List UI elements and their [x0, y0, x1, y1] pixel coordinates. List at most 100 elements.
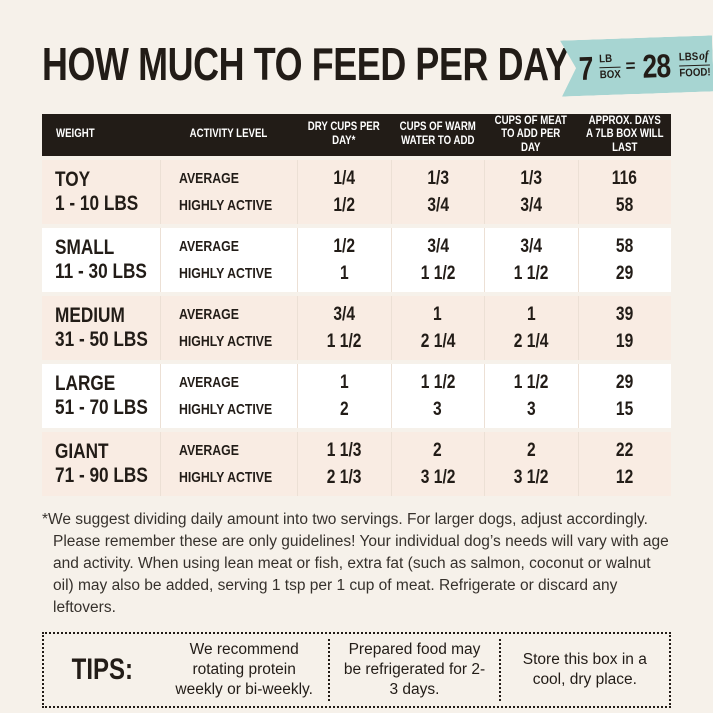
weight-size-label: GIANT [55, 440, 109, 463]
header-dry-cups: DRY CUPS PER DAY* [307, 121, 380, 147]
warm-water-average: 3/4 [426, 235, 449, 257]
dry-cups-average: 1/4 [333, 167, 356, 189]
meat-average: 2 [526, 439, 536, 461]
meat-average: 1/3 [520, 167, 543, 189]
badge-equals-sign: = [625, 56, 636, 76]
badge-amount-1: 7 [578, 49, 594, 87]
meat-cell: 1 2 1/4 [484, 296, 578, 360]
meat-average: 3/4 [520, 235, 543, 257]
header-warm-water: CUPS OF WARM WATER TO ADD [399, 121, 476, 147]
dry-cups-average: 1 1/3 [326, 439, 362, 461]
activity-average-label: AVERAGE [179, 169, 239, 187]
warm-water-average: 1/3 [426, 167, 449, 189]
days-average: 29 [616, 371, 634, 393]
tips-label: TIPS: [71, 653, 133, 686]
weight-range-label: 51 - 70 LBS [55, 396, 148, 419]
activity-cell: AVERAGE HIGHLY ACTIVE [160, 432, 297, 496]
activity-average-label: AVERAGE [179, 373, 239, 391]
activity-highly-active-label: HIGHLY ACTIVE [179, 468, 273, 486]
dry-cups-highly-active: 2 1/3 [326, 466, 362, 488]
footnote-text: *We suggest dividing daily amount into t… [42, 511, 669, 616]
dry-cups-cell: 1 2 [297, 364, 391, 428]
badge-unit-2: LBS of FOOD! [679, 49, 711, 79]
meat-average: 1 [526, 303, 536, 325]
meat-cell: 1 1/2 3 [484, 364, 578, 428]
dry-cups-average: 1/2 [333, 235, 356, 257]
meat-highly-active: 3 1/2 [513, 466, 549, 488]
warm-water-cell: 1/3 3/4 [390, 160, 485, 224]
weight-range-label: 71 - 90 LBS [55, 464, 148, 487]
days-average: 116 [612, 167, 638, 189]
weight-size-label: MEDIUM [55, 304, 125, 327]
meat-cell: 2 3 1/2 [484, 432, 578, 496]
weight-range-label: 1 - 10 LBS [55, 192, 139, 215]
table-row-medium: MEDIUM 31 - 50 LBS AVERAGE HIGHLY ACTIVE… [42, 296, 671, 360]
activity-average-label: AVERAGE [179, 237, 239, 255]
days-cell: 29 15 [577, 364, 672, 428]
warm-water-cell: 3/4 1 1/2 [390, 228, 485, 292]
weight-cell: TOY 1 - 10 LBS [42, 160, 160, 224]
days-cell: 58 29 [577, 228, 672, 292]
page-title: HOW MUCH TO FEED PER DAY [42, 28, 671, 100]
warm-water-highly-active: 3/4 [426, 194, 449, 216]
page-header: HOW MUCH TO FEED PER DAY 7 LB BOX = 28 L… [42, 28, 671, 100]
tip-storage: Store this box in a cool, dry place. [522, 650, 647, 688]
warm-water-highly-active: 1 1/2 [420, 262, 456, 284]
days-highly-active: 15 [616, 398, 634, 420]
warm-water-cell: 2 3 1/2 [390, 432, 485, 496]
box-equals-food-badge: 7 LB BOX = 28 LBS of FOOD! [560, 35, 713, 96]
activity-highly-active-label: HIGHLY ACTIVE [179, 196, 273, 214]
warm-water-average: 1 1/2 [420, 371, 456, 393]
dry-cups-cell: 1/4 1/2 [297, 160, 391, 224]
weight-cell: SMALL 11 - 30 LBS [42, 228, 160, 292]
weight-range-label: 31 - 50 LBS [55, 328, 148, 351]
page-title-text: HOW MUCH TO FEED PER DAY [42, 38, 569, 90]
weight-cell: MEDIUM 31 - 50 LBS [42, 296, 160, 360]
badge-unit-1: LB BOX [599, 53, 621, 81]
activity-average-label: AVERAGE [179, 305, 239, 323]
activity-highly-active-label: HIGHLY ACTIVE [179, 264, 273, 282]
badge-of-text: of [698, 47, 710, 64]
badge-amount-2: 28 [642, 46, 672, 85]
days-average: 39 [616, 303, 634, 325]
feeding-table: WEIGHT ACTIVITY LEVEL DRY CUPS PER DAY* … [42, 114, 671, 496]
dry-cups-highly-active: 1 [339, 262, 349, 284]
tips-divider [498, 639, 501, 701]
weight-cell: GIANT 71 - 90 LBS [42, 432, 160, 496]
days-cell: 39 19 [577, 296, 672, 360]
warm-water-average: 1 [433, 303, 443, 325]
table-row-toy: TOY 1 - 10 LBS AVERAGE HIGHLY ACTIVE 1/4… [42, 160, 671, 224]
meat-highly-active: 3 [526, 398, 536, 420]
table-header-row: WEIGHT ACTIVITY LEVEL DRY CUPS PER DAY* … [42, 114, 671, 156]
meat-cell: 3/4 1 1/2 [484, 228, 578, 292]
tip-refrigerate: Prepared food may be refrigerated for 2-… [343, 640, 486, 699]
warm-water-highly-active: 3 1/2 [420, 466, 456, 488]
days-average: 22 [616, 439, 634, 461]
dry-cups-cell: 1/2 1 [297, 228, 391, 292]
dry-cups-highly-active: 1 1/2 [326, 330, 362, 352]
activity-cell: AVERAGE HIGHLY ACTIVE [160, 228, 297, 292]
dry-cups-cell: 3/4 1 1/2 [297, 296, 391, 360]
dry-cups-average: 3/4 [333, 303, 356, 325]
badge-unit-1-bottom: BOX [599, 68, 621, 81]
activity-average-label: AVERAGE [179, 441, 239, 459]
warm-water-average: 2 [433, 439, 443, 461]
days-highly-active: 19 [616, 330, 634, 352]
weight-size-label: SMALL [55, 236, 115, 259]
days-highly-active: 29 [616, 262, 634, 284]
warm-water-cell: 1 1/2 3 [390, 364, 485, 428]
activity-cell: AVERAGE HIGHLY ACTIVE [160, 364, 297, 428]
tips-box: TIPS: We recommend rotating protein week… [42, 632, 671, 708]
activity-cell: AVERAGE HIGHLY ACTIVE [160, 296, 297, 360]
activity-highly-active-label: HIGHLY ACTIVE [179, 400, 273, 418]
weight-size-label: TOY [55, 168, 91, 191]
warm-water-cell: 1 2 1/4 [390, 296, 485, 360]
weight-cell: LARGE 51 - 70 LBS [42, 364, 160, 428]
dry-cups-cell: 1 1/3 2 1/3 [297, 432, 391, 496]
table-row-giant: GIANT 71 - 90 LBS AVERAGE HIGHLY ACTIVE … [42, 432, 671, 496]
weight-size-label: LARGE [55, 372, 116, 395]
meat-cell: 1/3 3/4 [484, 160, 578, 224]
activity-highly-active-label: HIGHLY ACTIVE [179, 332, 273, 350]
badge-unit-2-bottom: FOOD! [679, 66, 711, 80]
